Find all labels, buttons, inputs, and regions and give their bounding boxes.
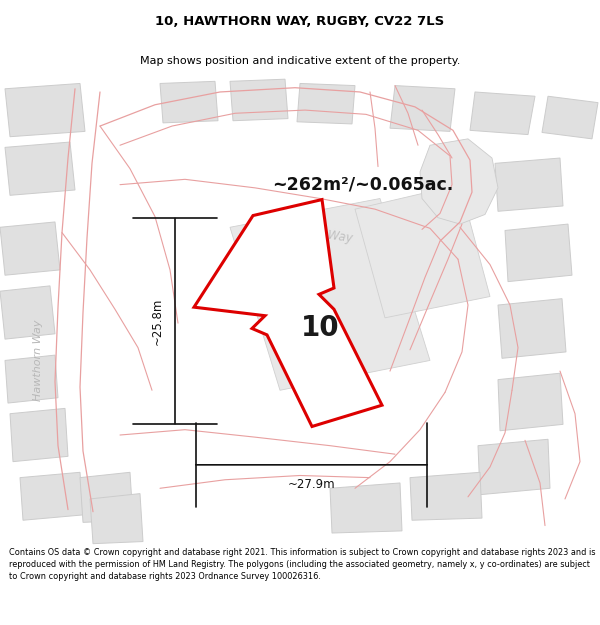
Text: ~262m²/~0.065ac.: ~262m²/~0.065ac. — [272, 176, 453, 194]
Polygon shape — [420, 139, 498, 224]
Polygon shape — [5, 355, 58, 403]
Text: ~25.8m: ~25.8m — [151, 298, 163, 345]
Polygon shape — [390, 86, 455, 131]
Polygon shape — [355, 184, 490, 318]
Text: Hawthorn Way: Hawthorn Way — [266, 220, 354, 245]
Polygon shape — [0, 286, 55, 339]
Polygon shape — [80, 472, 133, 522]
Polygon shape — [470, 92, 535, 134]
Polygon shape — [498, 299, 566, 358]
Polygon shape — [478, 439, 550, 494]
Text: Hawthorn Way: Hawthorn Way — [33, 320, 43, 401]
Polygon shape — [230, 79, 288, 121]
Text: Map shows position and indicative extent of the property.: Map shows position and indicative extent… — [140, 56, 460, 66]
Text: ~27.9m: ~27.9m — [287, 478, 335, 491]
Polygon shape — [230, 199, 430, 390]
Text: Contains OS data © Crown copyright and database right 2021. This information is : Contains OS data © Crown copyright and d… — [9, 549, 595, 581]
Polygon shape — [0, 222, 60, 275]
Polygon shape — [20, 472, 83, 520]
Polygon shape — [90, 494, 143, 544]
Polygon shape — [505, 224, 572, 282]
Polygon shape — [5, 84, 85, 137]
Polygon shape — [542, 96, 598, 139]
Polygon shape — [410, 472, 482, 520]
Polygon shape — [498, 373, 563, 431]
Polygon shape — [330, 483, 402, 533]
Text: 10: 10 — [301, 314, 340, 342]
Polygon shape — [297, 84, 355, 124]
Polygon shape — [10, 408, 68, 462]
Polygon shape — [160, 81, 218, 123]
Text: 10, HAWTHORN WAY, RUGBY, CV22 7LS: 10, HAWTHORN WAY, RUGBY, CV22 7LS — [155, 16, 445, 28]
Polygon shape — [495, 158, 563, 211]
Polygon shape — [194, 199, 382, 426]
Polygon shape — [5, 142, 75, 195]
